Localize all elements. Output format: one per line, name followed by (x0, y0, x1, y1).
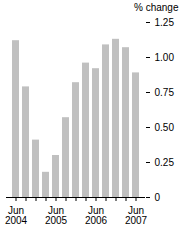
svg-text:Jun2004: Jun2004 (5, 205, 28, 226)
svg-text:1.25: 1.25 (155, 17, 175, 28)
svg-text:% change: % change (134, 2, 179, 13)
svg-text:0.50: 0.50 (155, 122, 175, 133)
svg-text:Jun2005: Jun2005 (45, 205, 68, 226)
svg-text:Jun2006: Jun2006 (85, 205, 108, 226)
svg-text:1.00: 1.00 (155, 52, 175, 63)
svg-text:Jun2007: Jun2007 (125, 205, 148, 226)
svg-text:0: 0 (155, 192, 161, 203)
svg-text:0.25: 0.25 (155, 157, 175, 168)
svg-text:0.75: 0.75 (155, 87, 175, 98)
